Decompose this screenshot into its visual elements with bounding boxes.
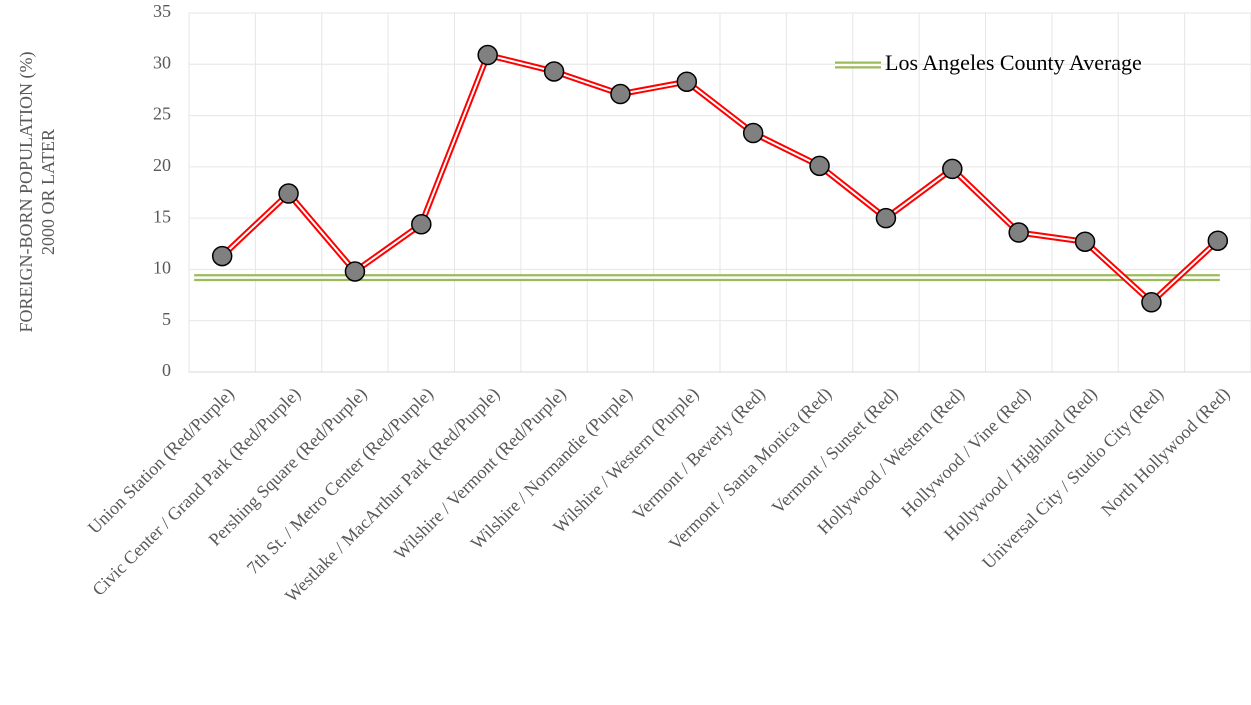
data-point — [1008, 222, 1029, 243]
y-tick-label: 35 — [153, 1, 171, 21]
data-point — [1207, 230, 1229, 251]
data-point — [411, 214, 432, 235]
y-axis-title-line: FOREIGN-BORN POPULATION (%) — [16, 51, 37, 332]
data-point — [477, 44, 498, 66]
y-axis-title-line: 2000 OR LATER — [38, 129, 58, 255]
data-point — [1074, 231, 1096, 252]
data-point — [543, 61, 565, 82]
data-point — [742, 122, 764, 144]
y-tick-label: 30 — [153, 52, 171, 72]
series-line-inner — [221, 54, 1219, 304]
y-tick-label: 0 — [162, 360, 171, 380]
y-tick-label: 20 — [153, 155, 171, 175]
y-tick-label: 15 — [153, 206, 171, 226]
data-point — [809, 155, 830, 177]
data-point — [344, 261, 366, 282]
x-tick-label: North Hollywood (Red) — [1097, 384, 1234, 521]
data-point — [1141, 292, 1162, 313]
data-point — [278, 183, 299, 204]
data-point — [875, 207, 897, 229]
x-tick-label: Hollywood / Vine (Red) — [897, 384, 1035, 522]
data-point — [211, 245, 233, 267]
x-tick-label: Vermont / Beverly (Red) — [629, 384, 770, 525]
data-point — [610, 83, 631, 105]
y-axis-title: FOREIGN-BORN POPULATION (%) 2000 OR LATE… — [16, 51, 58, 332]
x-tick-label: Vermont / Sunset (Red) — [768, 384, 903, 519]
y-tick-label: 10 — [153, 258, 171, 278]
data-point — [942, 158, 963, 180]
y-tick-label: 5 — [162, 309, 171, 329]
data-point — [676, 71, 698, 92]
legend-label: Los Angeles County Average — [885, 50, 1142, 75]
y-tick-label: 25 — [153, 104, 171, 124]
